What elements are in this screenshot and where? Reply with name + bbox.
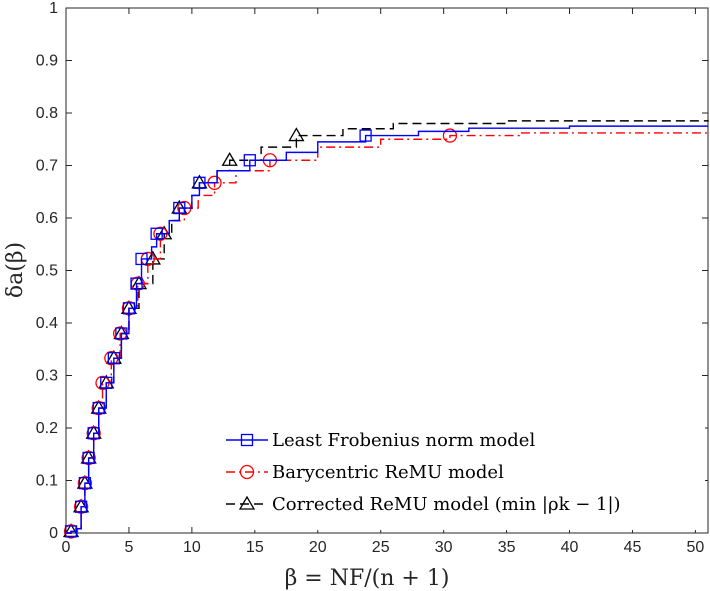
y-tick-label: 0.5: [36, 263, 58, 280]
data-point-square: [173, 201, 186, 215]
data-point-square: [150, 227, 163, 240]
data-point-square: [243, 154, 256, 167]
x-tick-label: 0: [62, 539, 71, 556]
series-line-square: [66, 125, 708, 534]
data-point-square: [82, 451, 95, 465]
data-point-square: [78, 476, 92, 490]
x-tick-label: 15: [246, 539, 264, 556]
y-axis-label: δa(β): [3, 242, 28, 298]
x-tick-label: 5: [124, 539, 133, 556]
data-point-triangle: [221, 151, 238, 166]
legend-box: [220, 420, 705, 530]
data-point-square: [359, 129, 372, 142]
data-point-triangle: [288, 127, 305, 142]
x-tick-label: 10: [183, 539, 201, 556]
legend-label: Barycentric ReMU model: [272, 462, 504, 483]
y-tick-label: 1: [49, 0, 58, 17]
y-tick-label: 0.9: [36, 53, 58, 70]
x-axis-label: β = NF/(n + 1): [285, 566, 450, 591]
y-tick-label: 0.3: [36, 368, 58, 385]
data-point-square: [64, 525, 78, 538]
x-tick-label: 30: [435, 539, 453, 556]
y-tick-label: 0.2: [36, 420, 58, 437]
y-tick-label: 0.8: [36, 105, 58, 122]
x-tick-label: 45: [624, 539, 642, 556]
data-point-square: [92, 401, 105, 415]
data-point-square: [135, 252, 148, 266]
x-tick-label: 20: [309, 539, 327, 556]
x-tick-label: 25: [372, 539, 390, 556]
legend-label: Corrected ReMU model (min |ρk − 1|): [272, 494, 621, 515]
data-point-square: [115, 327, 128, 340]
legend-marker-triangle: [238, 495, 256, 510]
data-point-square: [107, 352, 120, 365]
y-tick-label: 0.6: [36, 210, 58, 227]
data-point-circle: [442, 128, 458, 143]
x-tick-label: 35: [498, 539, 516, 556]
y-tick-label: 0.4: [36, 315, 58, 332]
data-point-circle: [63, 524, 79, 539]
legend-label: Least Frobenius norm model: [272, 430, 535, 451]
x-tick-label: 50: [687, 539, 705, 556]
data-point-square: [122, 302, 136, 315]
data-point-square: [100, 376, 113, 390]
y-tick-label: 0.1: [36, 473, 58, 490]
data-point-square: [74, 500, 88, 513]
legend-marker-square: [240, 433, 254, 447]
x-tick-label: 40: [561, 539, 579, 556]
y-tick-label: 0: [49, 525, 58, 542]
data-point-square: [130, 277, 143, 290]
legend-marker-circle: [239, 464, 255, 480]
data-point-square: [193, 176, 206, 189]
y-tick-label: 0.7: [36, 158, 58, 175]
data-point-square: [87, 427, 100, 440]
